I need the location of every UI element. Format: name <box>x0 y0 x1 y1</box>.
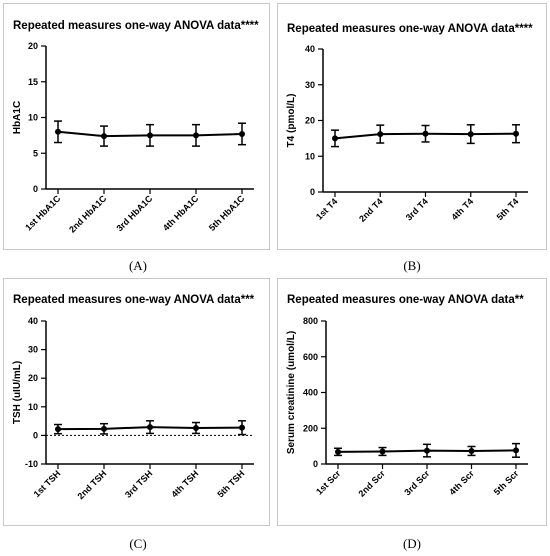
data-point <box>101 133 107 140</box>
y-tick-label: 5 <box>33 148 38 158</box>
y-tick-label: 200 <box>303 423 318 433</box>
y-tick-label: 30 <box>305 80 315 90</box>
data-point <box>467 131 474 138</box>
y-tick-label: 0 <box>33 430 38 440</box>
chart-d-svg: Repeated measures one-way ANOVA data** Se… <box>286 294 528 499</box>
chart-a-svg: Repeated measures one-way ANOVA data****… <box>12 20 259 235</box>
data-point <box>377 131 384 138</box>
chart-panel-d: Repeated measures one-way ANOVA data** Se… <box>277 278 547 526</box>
data-point <box>335 448 341 455</box>
x-tick-label: 4th TSH <box>169 468 200 499</box>
x-tick-label: 4th T4 <box>449 196 475 222</box>
y-tick-label: 20 <box>305 116 315 126</box>
data-point <box>332 135 338 142</box>
x-tick-label: 3rd T4 <box>404 196 430 222</box>
y-tick-label: 10 <box>28 402 38 412</box>
chart-title: Repeated measures one-way ANOVA data*** <box>13 294 255 306</box>
y-tick-label: 40 <box>305 44 315 54</box>
x-tick-label: 1st HbA1C <box>23 193 63 233</box>
chart-title: Repeated measures one-way ANOVA data**** <box>13 20 259 32</box>
x-tick-label: 2nd T4 <box>357 196 385 224</box>
y-axis-label: Serum creatinine (umol/L) <box>286 331 297 454</box>
x-tick-label: 2nd HbA1C <box>67 193 109 235</box>
caption-a: (A) <box>128 258 148 273</box>
x-tick-label: 5th T4 <box>495 196 521 222</box>
y-tick-label: 800 <box>303 316 318 326</box>
chart-b-svg: Repeated measures one-way ANOVA data****… <box>286 23 533 224</box>
y-tick-label: 10 <box>28 113 38 123</box>
y-tick-label: 30 <box>28 345 38 355</box>
data-point <box>239 130 245 137</box>
y-tick-label: 0 <box>310 187 315 197</box>
chart-title: Repeated measures one-way ANOVA data**** <box>287 23 533 35</box>
x-tick-label: 2nd Scr <box>356 468 387 499</box>
chart-title: Repeated measures one-way ANOVA data** <box>287 294 524 306</box>
x-tick-label: 1st Scr <box>314 468 343 497</box>
x-tick-label: 4th Scr <box>447 468 476 497</box>
data-point <box>379 448 386 455</box>
x-tick-label: 3rd TSH <box>123 468 154 499</box>
data-point <box>193 132 199 139</box>
data-point <box>513 447 519 454</box>
data-point <box>239 424 245 431</box>
y-axis-label: TSH (uIU/mL) <box>12 361 23 424</box>
data-point <box>55 128 61 135</box>
caption-c: (C) <box>129 536 147 551</box>
data-point <box>424 447 430 454</box>
y-tick-label: 400 <box>303 388 318 398</box>
y-tick-label: -10 <box>25 459 38 469</box>
data-point <box>147 132 153 139</box>
data-point <box>468 447 475 454</box>
x-tick-label: 5th TSH <box>215 468 246 499</box>
x-tick-label: 3rd Scr <box>402 468 431 497</box>
caption-d: (D) <box>402 536 422 551</box>
data-point <box>101 425 107 432</box>
chart-panel-a: Repeated measures one-way ANOVA data****… <box>3 3 270 250</box>
chart-panel-c: Repeated measures one-way ANOVA data*** T… <box>3 278 270 526</box>
chart-c-svg: Repeated measures one-way ANOVA data*** T… <box>12 294 255 501</box>
x-tick-label: 2nd TSH <box>76 468 109 501</box>
y-tick-label: 0 <box>33 184 38 194</box>
y-tick-label: 20 <box>28 41 38 51</box>
caption-b: (B) <box>403 258 421 273</box>
data-point <box>513 130 519 137</box>
x-tick-label: 4th HbA1C <box>161 193 201 233</box>
y-tick-label: 10 <box>305 151 315 161</box>
x-tick-label: 1st TSH <box>32 468 63 499</box>
y-axis-label: HbA1C <box>12 101 23 134</box>
x-tick-label: 3rd HbA1C <box>114 193 154 233</box>
x-tick-label: 1st T4 <box>314 196 339 221</box>
data-point <box>193 424 199 431</box>
y-tick-label: 15 <box>28 77 38 87</box>
data-point <box>55 426 61 433</box>
data-point <box>422 130 429 137</box>
y-tick-label: 0 <box>313 459 318 469</box>
y-tick-label: 600 <box>303 352 318 362</box>
y-axis-label: T4 (pmol/L) <box>286 94 297 148</box>
y-tick-label: 20 <box>28 373 38 383</box>
chart-panel-b: Repeated measures one-way ANOVA data****… <box>277 3 547 250</box>
y-tick-label: 40 <box>28 316 38 326</box>
x-tick-label: 5th HbA1C <box>207 193 247 233</box>
data-point <box>147 424 153 431</box>
x-tick-label: 5th Scr <box>492 468 521 497</box>
